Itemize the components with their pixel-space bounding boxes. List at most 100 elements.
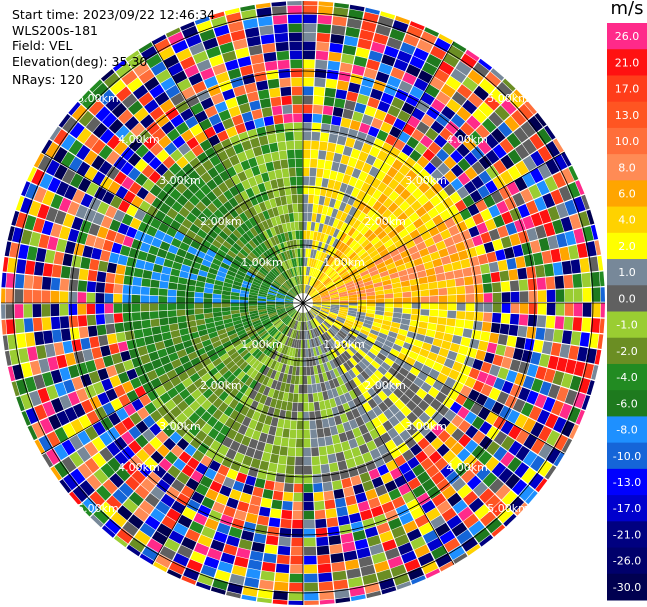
range-gate-bin — [284, 304, 294, 307]
range-gate-bin — [360, 370, 370, 381]
range-gate-bin — [512, 398, 526, 413]
range-gate-bin — [188, 424, 201, 437]
range-gate-bin — [364, 367, 374, 377]
range-gate-bin — [266, 238, 274, 248]
range-gate-bin — [290, 546, 303, 556]
range-gate-bin — [336, 220, 344, 230]
range-gate-bin — [295, 447, 303, 457]
range-gate-bin — [291, 267, 296, 277]
range-gate-bin — [507, 457, 522, 473]
range-gate-bin — [337, 242, 346, 252]
range-gate-bin — [201, 496, 215, 509]
range-gate-bin — [109, 219, 121, 232]
range-gate-bin — [357, 212, 367, 222]
range-gate-bin — [296, 312, 300, 321]
range-gate-bin — [239, 492, 252, 504]
range-gate-bin — [324, 319, 333, 326]
range-gate-bin — [313, 492, 324, 502]
range-gate-bin — [480, 383, 493, 397]
range-gate-bin — [204, 467, 217, 480]
range-gate-bin — [318, 313, 327, 320]
range-gate-bin — [326, 361, 333, 371]
range-gate-bin — [181, 129, 194, 142]
range-gate-bin — [76, 128, 92, 144]
range-gate-bin — [185, 477, 199, 491]
range-gate-bin — [278, 323, 286, 332]
range-gate-bin — [219, 244, 230, 254]
range-gate-bin — [176, 493, 190, 507]
range-gate-bin — [215, 493, 229, 506]
range-gate-bin — [87, 325, 98, 337]
range-gate-bin — [553, 329, 564, 343]
range-gate-bin — [113, 303, 123, 313]
range-gate-bin — [379, 328, 390, 336]
range-gate-bin — [273, 280, 282, 287]
range-gate-bin — [330, 248, 338, 257]
range-gate-bin — [323, 264, 330, 273]
range-gate-bin — [253, 449, 264, 460]
range-gate-bin — [417, 270, 427, 278]
range-gate-bin — [212, 409, 224, 420]
range-gate-bin — [550, 189, 564, 205]
range-gate-bin — [249, 379, 258, 390]
range-gate-bin — [176, 349, 187, 359]
range-gate-bin — [376, 352, 387, 362]
range-gate-bin — [151, 237, 163, 248]
range-gate-bin — [522, 172, 536, 188]
range-gate-bin — [475, 349, 486, 361]
range-gate-bin — [222, 50, 237, 63]
range-gate-bin — [312, 306, 321, 310]
colorbar-tick-label: 6.0 — [618, 187, 636, 200]
range-gate-bin — [356, 286, 366, 292]
range-gate-bin — [298, 212, 303, 222]
range-gate-bin — [241, 594, 257, 602]
range-gate-bin — [331, 303, 340, 305]
range-gate-bin — [168, 352, 179, 362]
range-gate-bin — [269, 271, 277, 279]
range-gate-bin — [426, 54, 442, 68]
range-gate-bin — [336, 316, 346, 322]
range-ring-label: 2.00km — [364, 379, 406, 392]
range-gate-bin — [324, 266, 332, 275]
range-gate-bin — [291, 329, 296, 339]
range-gate-bin — [442, 196, 454, 209]
range-gate-bin — [222, 226, 232, 237]
range-gate-bin — [315, 317, 322, 325]
range-gate-bin — [381, 472, 394, 484]
range-gate-bin — [283, 419, 291, 429]
range-gate-bin — [321, 322, 329, 330]
range-gate-bin — [171, 479, 185, 493]
range-gate-bin — [185, 229, 197, 240]
range-gate-bin — [214, 279, 224, 286]
range-gate-bin — [464, 217, 476, 229]
range-gate-bin — [149, 106, 165, 121]
range-gate-bin — [369, 448, 381, 460]
range-ring-label: 2.00km — [200, 215, 242, 228]
range-gate-bin — [11, 210, 20, 226]
range-gate-bin — [306, 285, 310, 294]
range-gate-bin — [308, 339, 313, 348]
range-gate-bin — [321, 334, 328, 343]
range-gate-bin — [113, 293, 123, 303]
range-gate-bin — [204, 218, 215, 229]
range-gate-bin — [338, 71, 351, 82]
range-gate-bin — [131, 285, 141, 295]
range-gate-bin — [420, 296, 430, 303]
range-gate-bin — [38, 435, 53, 452]
range-gate-bin — [226, 374, 237, 384]
range-gate-bin — [460, 385, 472, 398]
range-gate-bin — [329, 226, 336, 237]
range-gate-bin — [266, 218, 274, 229]
range-gate-bin — [423, 393, 435, 405]
range-ring-label: 4.00km — [446, 133, 488, 146]
range-gate-bin — [506, 181, 520, 196]
range-gate-bin — [318, 195, 326, 206]
range-gate-bin — [275, 305, 285, 308]
range-gate-bin — [222, 88, 236, 101]
range-gate-bin — [440, 365, 452, 377]
range-gate-bin — [312, 298, 322, 301]
range-gate-bin — [423, 444, 436, 457]
range-gate-bin — [32, 290, 42, 303]
range-gate-bin — [529, 133, 545, 150]
range-gate-bin — [244, 387, 253, 397]
